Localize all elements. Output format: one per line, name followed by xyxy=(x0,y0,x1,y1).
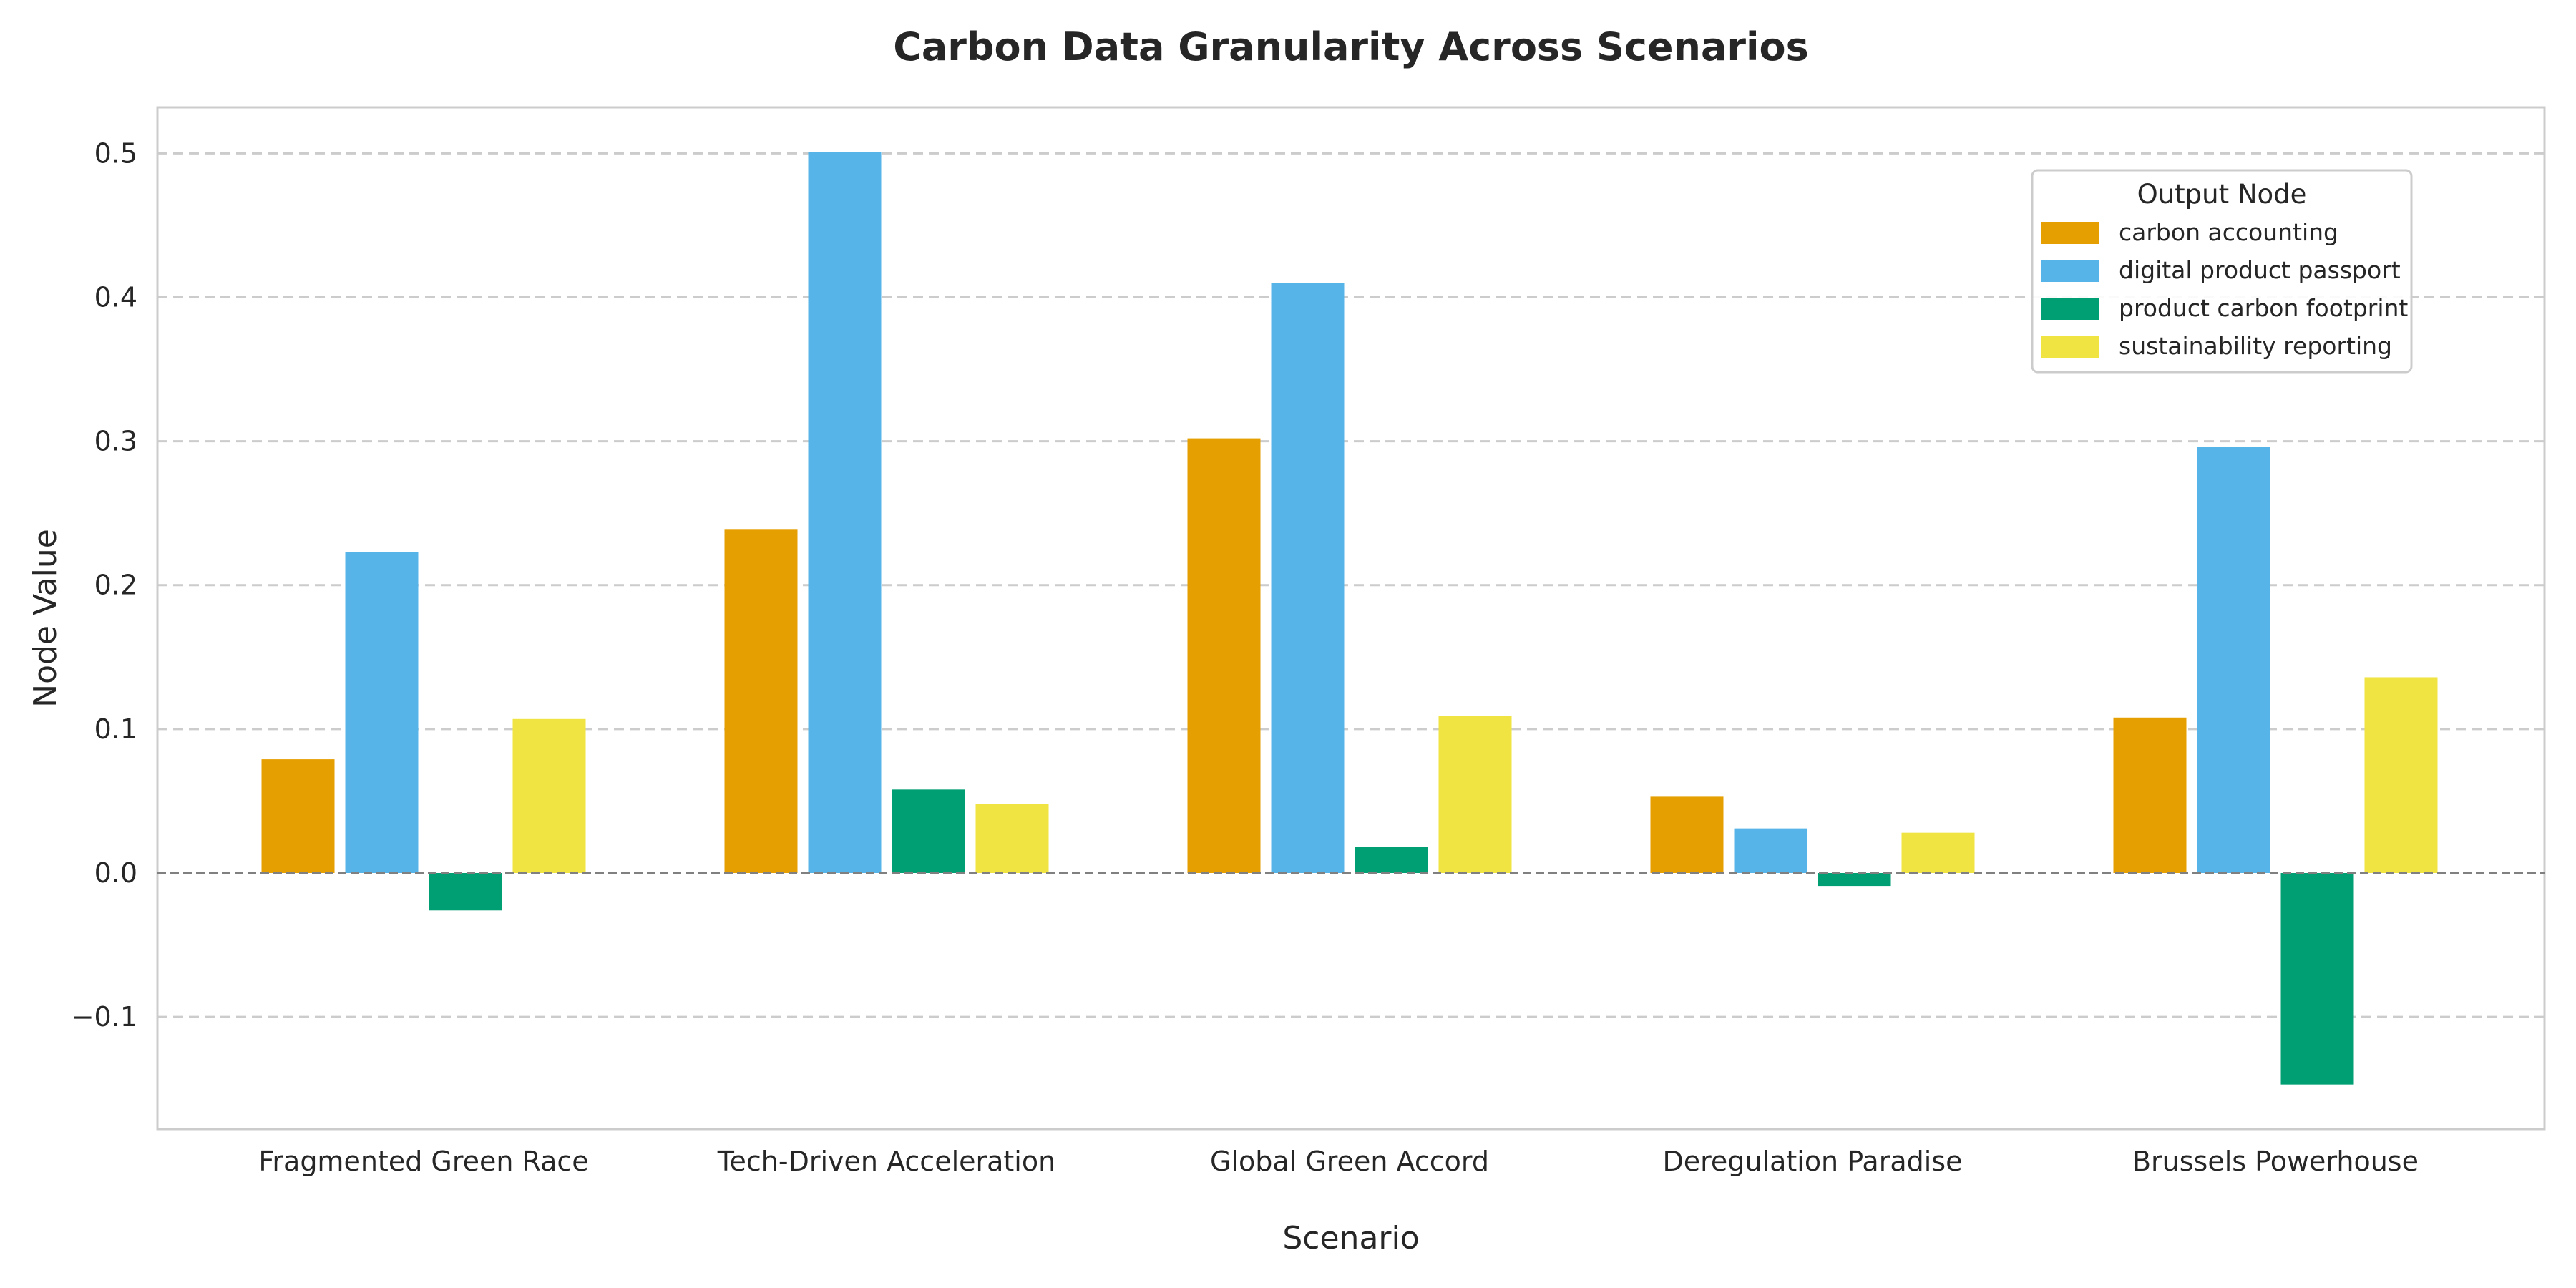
bar-carbon-accounting xyxy=(1187,438,1261,873)
bar-digital-product-passport xyxy=(808,152,882,873)
legend-frame xyxy=(2031,169,2413,374)
x-tick-label: Brussels Powerhouse xyxy=(2132,1146,2419,1177)
legend-title: Output Node xyxy=(2137,179,2307,210)
bar-sustainability-reporting xyxy=(1438,716,1512,873)
bar-carbon-accounting xyxy=(724,529,798,873)
bar-product-carbon-footprint xyxy=(1355,847,1428,873)
legend: Output Node carbon accounting digital pro… xyxy=(2031,169,2413,374)
bar-digital-product-passport xyxy=(1734,828,1807,873)
bar-product-carbon-footprint xyxy=(2280,872,2354,1085)
bar-product-carbon-footprint xyxy=(429,872,502,911)
legend-label: carbon accounting xyxy=(2119,218,2338,246)
legend-swatch xyxy=(2041,336,2099,358)
bar-sustainability-reporting xyxy=(1901,832,1975,873)
x-tick-label: Deregulation Paradise xyxy=(1663,1146,1963,1177)
legend-swatch xyxy=(2041,260,2099,282)
bar-carbon-accounting xyxy=(1650,796,1724,873)
bar-digital-product-passport xyxy=(1271,283,1345,873)
bar-sustainability-reporting xyxy=(512,718,586,873)
plot-frame xyxy=(156,106,2546,1131)
y-tick-label: −0.1 xyxy=(72,1001,137,1033)
x-axis-label: Scenario xyxy=(1282,1220,1419,1257)
y-tick-label: 0.5 xyxy=(94,137,137,169)
bar-digital-product-passport xyxy=(345,552,419,873)
bar-carbon-accounting xyxy=(2113,717,2187,873)
x-tick-labels: Fragmented Green Race Tech-Driven Acceler… xyxy=(258,1146,2419,1177)
legend-label: product carbon footprint xyxy=(2119,294,2408,322)
bar-product-carbon-footprint xyxy=(892,789,965,873)
legend-swatch xyxy=(2041,298,2099,320)
y-tick-label: 0.0 xyxy=(94,857,137,889)
y-tick-label: 0.1 xyxy=(94,713,137,745)
bar-digital-product-passport xyxy=(2197,447,2270,873)
y-axis-label: Node Value xyxy=(27,529,64,708)
bars xyxy=(261,152,2438,1085)
bar-sustainability-reporting xyxy=(2364,677,2438,873)
y-tick-label: 0.2 xyxy=(94,570,137,601)
legend-items: carbon accounting digital product passpor… xyxy=(2041,218,2408,360)
legend-swatch xyxy=(2041,222,2099,244)
x-tick-label: Tech-Driven Acceleration xyxy=(717,1146,1055,1177)
legend-label: sustainability reporting xyxy=(2119,332,2392,360)
bar-sustainability-reporting xyxy=(975,804,1049,873)
bar-carbon-accounting xyxy=(261,759,335,873)
chart-title: Carbon Data Granularity Across Scenarios xyxy=(893,24,1809,69)
y-tick-label: 0.3 xyxy=(94,426,137,457)
y-tick-label: 0.4 xyxy=(94,281,137,313)
x-tick-label: Fragmented Green Race xyxy=(258,1146,588,1177)
x-tick-label: Global Green Accord xyxy=(1210,1146,1489,1177)
y-tick-labels: −0.1 0.0 0.1 0.2 0.3 0.4 0.5 xyxy=(72,137,137,1033)
legend-label: digital product passport xyxy=(2119,256,2401,284)
bar-product-carbon-footprint xyxy=(1818,872,1891,887)
